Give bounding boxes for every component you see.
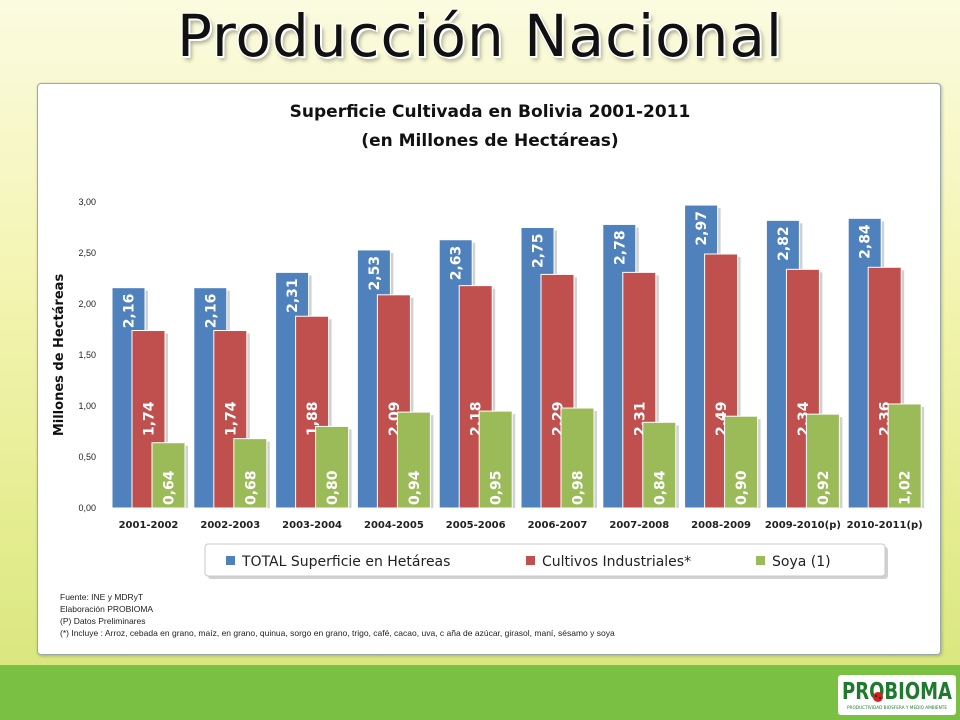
bar-soya xyxy=(233,438,268,509)
data-label: 1,02 xyxy=(898,470,914,505)
legend-label: TOTAL Superficie en Hetáreas xyxy=(241,554,450,570)
bar-soya xyxy=(887,403,922,509)
data-label: 0,80 xyxy=(325,470,341,505)
x-tick-label: 2002-2003 xyxy=(200,520,260,531)
data-label: 2,78 xyxy=(612,230,628,265)
note-preliminary: (P) Datos Preliminares xyxy=(60,616,146,626)
legend-swatch xyxy=(226,556,235,565)
legend-swatch xyxy=(526,556,535,565)
x-tick-label: 2004-2005 xyxy=(364,520,424,531)
data-label: 2,31 xyxy=(285,278,301,313)
y-tick-label: 0,50 xyxy=(78,452,96,462)
y-tick-label: 1,00 xyxy=(78,401,96,411)
chart-title: Superficie Cultivada en Bolivia 2001-201… xyxy=(290,102,691,122)
bar-soya xyxy=(396,411,431,509)
x-tick-label: 2008-2009 xyxy=(691,520,751,531)
x-tick-label: 2007-2008 xyxy=(609,520,669,531)
data-label: 2,63 xyxy=(449,246,465,281)
y-tick-label: 2,50 xyxy=(78,248,96,258)
data-label: 2,16 xyxy=(203,294,219,329)
data-label: 2,82 xyxy=(776,226,792,261)
logo-subtext: PRODUCTIVIDAD BIOSFERA Y MEDIO AMBIENTE xyxy=(847,705,947,710)
y-tick-label: 1,50 xyxy=(78,350,96,360)
data-label: 2,16 xyxy=(122,294,138,329)
chart-subtitle: (en Millones de Hectáreas) xyxy=(361,131,618,151)
data-label: 0,95 xyxy=(489,470,505,505)
bar-soya xyxy=(642,421,677,509)
y-axis-label: Millones de Hectáreas xyxy=(52,274,67,437)
legend-label: Soya (1) xyxy=(772,554,831,570)
bar-soya xyxy=(151,442,186,509)
y-tick-label: 3,00 xyxy=(78,197,96,207)
bar-soya xyxy=(724,415,759,509)
data-label: 0,64 xyxy=(162,470,178,505)
probioma-logo: PROBIOMA PRODUCTIVIDAD BIOSFERA Y MEDIO … xyxy=(838,675,956,715)
data-label: 2,84 xyxy=(858,224,874,259)
data-label: 0,94 xyxy=(407,470,423,505)
y-tick-label: 0,00 xyxy=(78,503,96,513)
x-tick-label: 2006-2007 xyxy=(528,520,588,531)
legend: TOTAL Superficie en Hetáreas Cultivos Ind… xyxy=(204,543,888,579)
legend-label: Cultivos Industriales* xyxy=(542,554,691,570)
bar-soya xyxy=(805,413,840,509)
ladybug-icon xyxy=(873,692,883,702)
x-tick-label: 2003-2004 xyxy=(282,520,342,531)
bars: 2,161,740,642,161,740,682,311,880,802,53… xyxy=(111,204,925,509)
bar-industriales xyxy=(867,266,902,509)
data-label: 0,68 xyxy=(243,470,259,505)
x-tick-label: 2010-2011(p) xyxy=(847,520,923,531)
note-source: Fuente: INE y MDRyT xyxy=(60,592,144,602)
data-label: 0,92 xyxy=(816,470,832,505)
data-label: 0,84 xyxy=(652,470,668,505)
bar-industriales xyxy=(622,271,657,509)
data-label: 2,75 xyxy=(531,234,547,269)
data-label: 0,98 xyxy=(571,470,587,505)
note-includes: (*) Incluye : Arroz, cebada en grano, ma… xyxy=(60,628,615,638)
legend-box xyxy=(204,543,886,577)
x-tick-label: 2005-2006 xyxy=(446,520,506,531)
slide-title: Producción Nacional xyxy=(177,2,783,70)
x-tick-label: 2009-2010(p) xyxy=(765,520,841,531)
bar-soya xyxy=(315,425,350,509)
x-tick-label: 2001-2002 xyxy=(119,520,179,531)
data-label: 2,97 xyxy=(694,211,710,246)
x-axis: 2001-2002 2002-2003 2003-2004 2004-2005 2005… xyxy=(119,520,923,531)
bar-soya xyxy=(560,407,595,509)
data-label: 1,74 xyxy=(142,401,158,436)
y-tick-label: 2,00 xyxy=(78,299,96,309)
logo-text: PROBIOMA xyxy=(842,679,952,705)
data-label: 0,90 xyxy=(734,470,750,505)
legend-swatch xyxy=(756,556,765,565)
data-label: 1,74 xyxy=(223,401,239,436)
footer-bar xyxy=(0,665,960,720)
data-label: 2,53 xyxy=(367,256,383,291)
y-axis: 0,00 0,50 1,00 1,50 2,00 2,50 3,00 xyxy=(78,197,96,513)
bar-soya xyxy=(478,410,513,509)
bar-chart: Superficie Cultivada en Bolivia 2001-201… xyxy=(52,102,925,579)
note-elaboration: Elaboración PROBIOMA xyxy=(60,604,154,614)
chart-area: Superficie Cultivada en Bolivia 2001-201… xyxy=(37,83,941,655)
